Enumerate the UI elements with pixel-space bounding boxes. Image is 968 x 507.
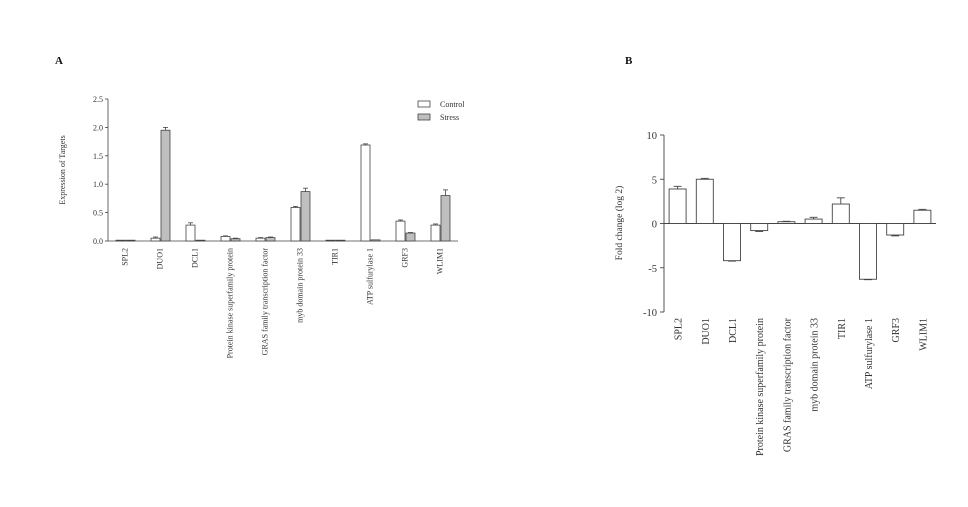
bar-b bbox=[804, 218, 823, 224]
x-category-label-b: SPL2 bbox=[674, 318, 685, 340]
x-category-label-b: WLIM1 bbox=[918, 318, 929, 351]
x-category-label-a: myb domain protein 33 bbox=[296, 248, 305, 323]
x-category-label-a: DUO1 bbox=[156, 248, 165, 269]
y-axis-title-a: Expression of Targets bbox=[58, 135, 67, 204]
bar-b bbox=[859, 223, 877, 280]
bar-a-control bbox=[185, 224, 196, 242]
legend-label-control: Control bbox=[440, 100, 465, 109]
x-category-label-a: WLIM1 bbox=[436, 248, 445, 274]
y-axis-title-b: Fold change (log 2) bbox=[614, 186, 625, 261]
bar-a-control bbox=[115, 239, 126, 242]
y-tick-label-b: 10 bbox=[647, 131, 658, 142]
bar-a-stress bbox=[160, 129, 171, 242]
bar-a-control bbox=[150, 237, 161, 242]
bar-a-stress bbox=[370, 239, 381, 242]
bar-a-control bbox=[430, 224, 441, 242]
bar-b bbox=[831, 203, 850, 224]
bar-a-stress bbox=[300, 191, 311, 242]
bar-a-stress bbox=[335, 239, 346, 242]
bar-b bbox=[777, 221, 796, 224]
legend-label-stress: Stress bbox=[440, 113, 459, 122]
y-tick-label-b: 5 bbox=[652, 175, 657, 186]
bar-a-stress bbox=[440, 195, 451, 242]
bar-b bbox=[695, 178, 714, 224]
x-category-label-b: DUO1 bbox=[701, 318, 712, 345]
y-tick-label-a: 2.0 bbox=[93, 123, 103, 132]
bar-b bbox=[886, 223, 905, 236]
x-category-label-a: TIR1 bbox=[331, 248, 340, 265]
y-tick-label-a: 1.5 bbox=[93, 152, 103, 161]
bar-a-control bbox=[290, 207, 301, 242]
x-category-label-a: SPL2 bbox=[121, 248, 130, 266]
x-category-label-a: GRF3 bbox=[401, 248, 410, 268]
x-category-label-b: Protein kinase superfamily protein bbox=[755, 318, 766, 456]
y-tick-label-a: 0.0 bbox=[93, 237, 103, 246]
bar-b bbox=[913, 209, 932, 224]
bar-a-stress bbox=[405, 232, 416, 242]
x-category-label-a: ATP sulfurylase 1 bbox=[366, 248, 375, 305]
bar-a-stress bbox=[265, 237, 276, 242]
y-tick-label-a: 1.0 bbox=[93, 180, 103, 189]
y-tick-label-b: -10 bbox=[643, 308, 657, 319]
bar-a-control bbox=[255, 237, 266, 242]
panel-a-letter: A bbox=[55, 55, 63, 67]
bar-b bbox=[668, 188, 687, 224]
x-category-label-a: Protein kinase superfamily protein bbox=[226, 248, 235, 358]
y-tick-label-a: 2.5 bbox=[93, 95, 103, 104]
legend-a: Control Stress bbox=[417, 100, 465, 122]
bar-a-stress bbox=[230, 238, 241, 242]
x-category-label-b: myb domain protein 33 bbox=[810, 318, 821, 412]
bar-b bbox=[723, 223, 741, 262]
x-category-label-b: GRAS family transcription factor bbox=[782, 317, 793, 452]
legend-swatch-control bbox=[417, 100, 431, 108]
y-tick-label-b: -5 bbox=[648, 264, 657, 275]
legend-swatch-stress bbox=[417, 113, 431, 121]
bar-a-control bbox=[395, 220, 406, 242]
y-tick-label-a: 0.5 bbox=[93, 209, 103, 218]
x-category-label-b: GRF3 bbox=[891, 318, 902, 342]
bar-a-control bbox=[220, 236, 231, 242]
x-category-label-b: TIR1 bbox=[837, 318, 848, 339]
chart-a: 0.0 0.5 1.0 1.5 2.0 2.5 SPL2 DUO1 DCL1 Protein ki… bbox=[93, 95, 458, 358]
bar-a-control bbox=[325, 239, 336, 242]
chart-b: -10 -5 0 5 10 SPL2 DUO1 DCL1 Protein kinase supe… bbox=[643, 131, 936, 456]
x-category-label-a: GRAS family transcription factor bbox=[261, 248, 270, 356]
x-category-label-a: DCL1 bbox=[191, 248, 200, 268]
bar-a-stress bbox=[195, 239, 206, 242]
bar-a-control bbox=[360, 144, 371, 242]
x-category-label-b: DCL1 bbox=[728, 318, 739, 343]
x-category-label-b: ATP sulfurylase 1 bbox=[864, 318, 875, 389]
bar-b bbox=[750, 223, 769, 232]
y-tick-label-b: 0 bbox=[652, 220, 657, 231]
panel-b-letter: B bbox=[625, 55, 633, 67]
bar-a-stress bbox=[125, 239, 136, 242]
